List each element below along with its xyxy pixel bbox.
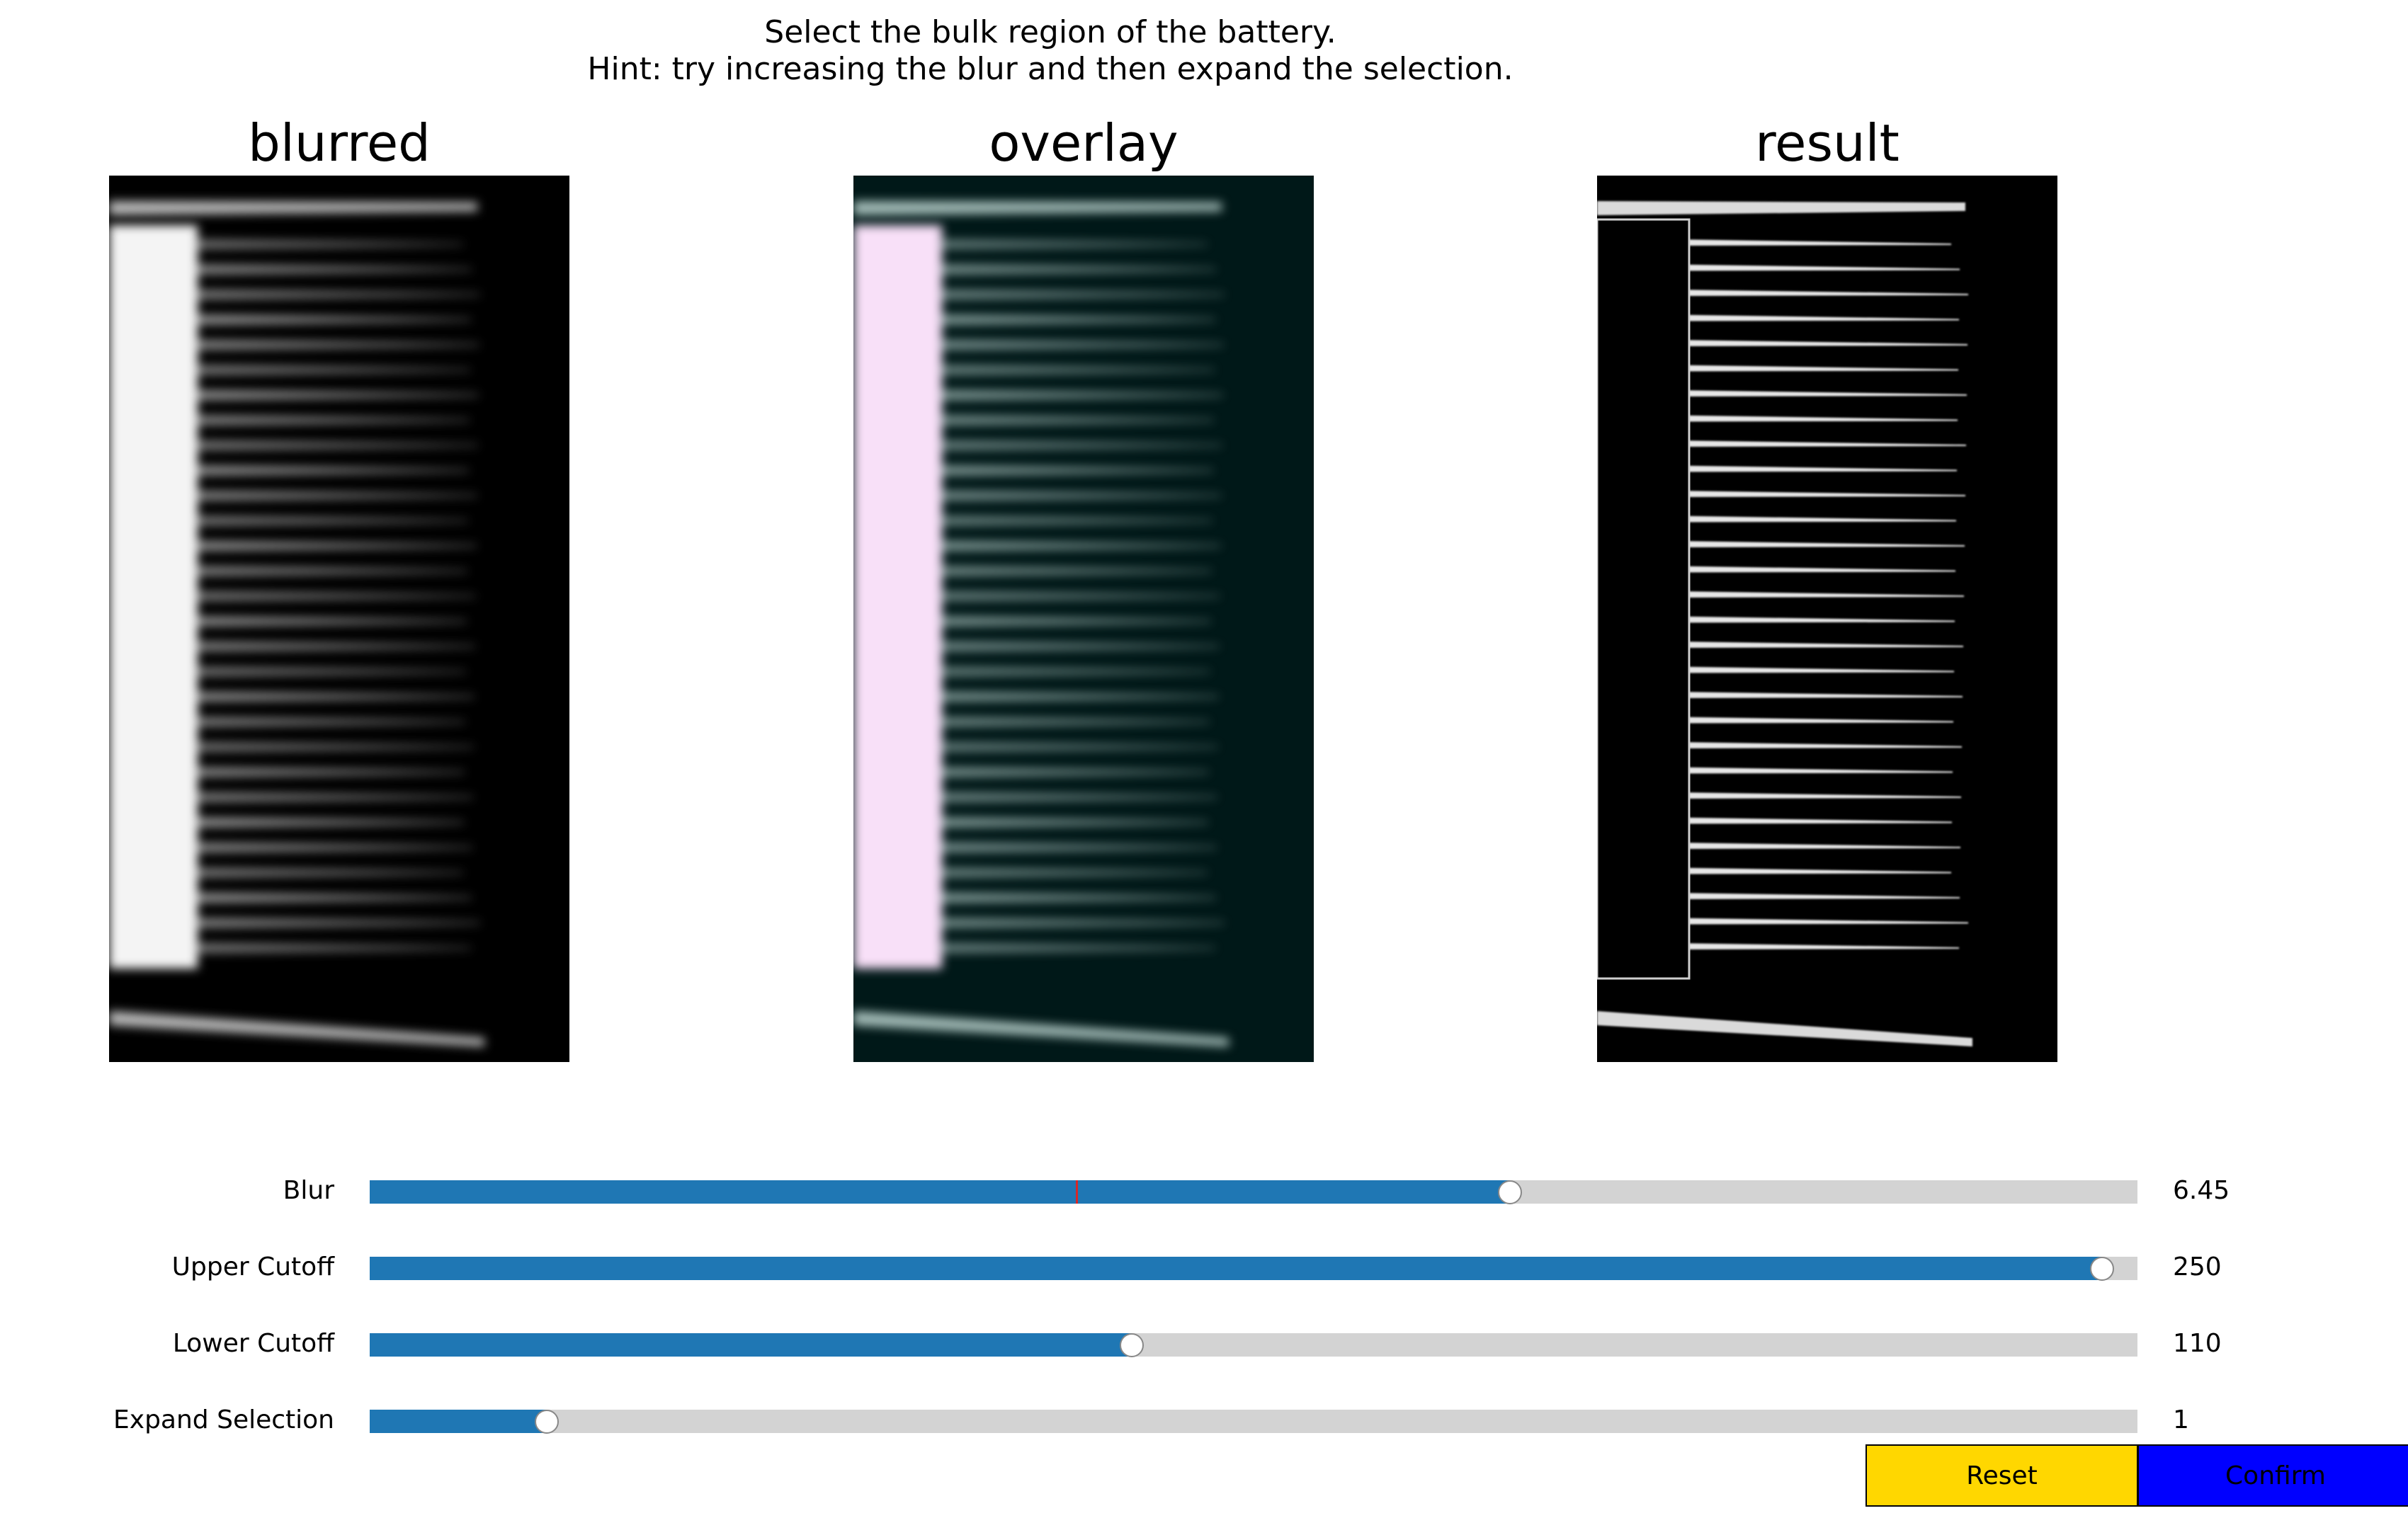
upper-cutoff-slider-fill: [370, 1257, 2103, 1280]
upper-cutoff-slider[interactable]: [370, 1256, 2137, 1281]
blur-slider[interactable]: [370, 1180, 2137, 1204]
reset-button[interactable]: Reset: [1865, 1444, 2138, 1507]
expand-selection-slider-handle[interactable]: [534, 1409, 559, 1434]
selected-region: [1597, 218, 1691, 980]
upper-cutoff-value: 250: [2173, 1252, 2222, 1282]
overlay-image: [853, 176, 1314, 1062]
blur-value: 6.45: [2173, 1176, 2230, 1205]
confirm-button[interactable]: Confirm: [2137, 1444, 2408, 1507]
instruction-line-1: Select the bulk region of the battery.: [764, 14, 1336, 50]
lower-cutoff-slider[interactable]: [370, 1332, 2137, 1357]
blur-label: Blur: [283, 1176, 334, 1205]
upper-cutoff-label: Upper Cutoff: [171, 1252, 334, 1282]
expand-selection-label: Expand Selection: [113, 1405, 334, 1434]
lower-cutoff-slider-handle[interactable]: [1119, 1332, 1144, 1357]
lower-cutoff-slider-fill: [370, 1333, 1132, 1357]
blur-slider-fill: [370, 1180, 1510, 1204]
overlay-title: overlay: [989, 113, 1179, 173]
result-title: result: [1755, 113, 1899, 173]
upper-cutoff-slider-handle[interactable]: [2090, 1256, 2115, 1281]
instructions: Select the bulk region of the battery. H…: [0, 14, 2101, 88]
result-image: [1597, 176, 2057, 1062]
expand-selection-slider-fill: [370, 1410, 547, 1433]
blurred-title: blurred: [248, 113, 431, 173]
electrode-layers: [1597, 201, 1972, 1046]
expand-selection-value: 1: [2173, 1405, 2189, 1434]
electrode-layers: [109, 201, 484, 1046]
instruction-hint: Hint: try increasing the blur and then e…: [587, 51, 1513, 87]
selection-mask: [853, 225, 942, 969]
electrode-layers: [853, 201, 1229, 1046]
blur-slider-handle[interactable]: [1497, 1180, 1522, 1204]
lower-cutoff-label: Lower Cutoff: [172, 1329, 334, 1358]
blurred-image: [109, 176, 569, 1062]
lower-cutoff-value: 110: [2173, 1329, 2222, 1358]
expand-selection-slider[interactable]: [370, 1409, 2137, 1434]
blur-initial-marker: [1076, 1180, 1079, 1204]
